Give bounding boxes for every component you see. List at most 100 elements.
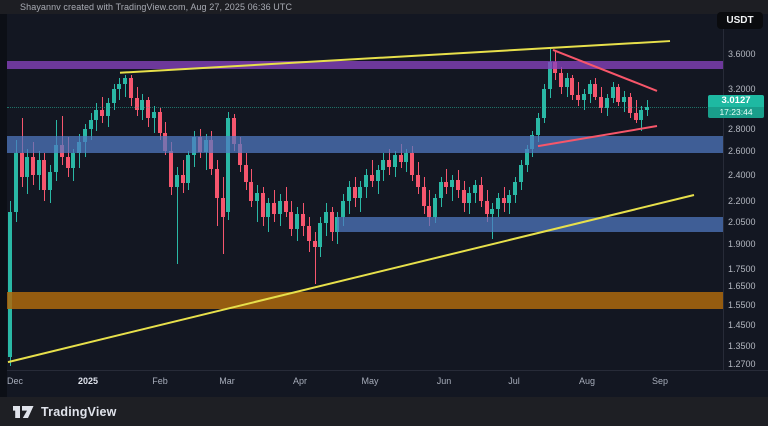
candle-wick (315, 231, 316, 285)
candle (376, 169, 380, 181)
candle (450, 179, 454, 188)
tradingview-logo[interactable]: TradingView (12, 402, 117, 422)
candle (611, 87, 615, 99)
candle (473, 184, 477, 193)
candle (112, 89, 116, 104)
candle (272, 203, 276, 215)
price-axis-border (723, 14, 724, 370)
candle (593, 84, 597, 97)
candle (48, 172, 52, 190)
trendline-red-lower (537, 125, 658, 148)
candle (244, 164, 248, 183)
candle (399, 155, 403, 163)
candle (135, 98, 139, 111)
candle (284, 200, 288, 212)
trendline-yellow-upper (119, 40, 671, 74)
candle-wick (372, 160, 373, 188)
candle-wick (102, 96, 103, 124)
zone-blue-lower-support (337, 217, 723, 232)
symbol-badge: USDT (717, 12, 763, 29)
attribution-text: Shayannv created with TradingView.com, A… (20, 2, 293, 12)
candle (129, 78, 133, 99)
candle (341, 200, 345, 218)
candle (502, 197, 506, 204)
candle (634, 113, 638, 121)
candle (490, 208, 494, 215)
candle (422, 187, 426, 206)
candle (255, 192, 259, 201)
candle (628, 96, 632, 114)
candle (221, 197, 225, 218)
candle (249, 182, 253, 201)
candle (232, 118, 236, 145)
candle (83, 128, 87, 142)
candle (175, 174, 179, 188)
trendline-red-upper (552, 48, 658, 92)
candle (462, 189, 466, 204)
candle (588, 84, 592, 94)
candle-wick (177, 167, 178, 264)
candle (152, 112, 156, 119)
candle (117, 83, 121, 90)
candle (54, 145, 58, 173)
candle (570, 78, 574, 95)
candle (393, 155, 397, 168)
current-price-badge: 3.0127 17:23:44 (708, 95, 764, 119)
candle (559, 72, 563, 88)
candle (307, 225, 311, 242)
candle (467, 192, 471, 204)
left-margin (0, 14, 7, 397)
candle (576, 94, 580, 101)
candle (215, 168, 219, 198)
candle-wick (446, 168, 447, 194)
candle (496, 197, 500, 209)
candle-wick (636, 100, 637, 124)
candle (364, 174, 368, 188)
candle (94, 110, 98, 121)
candle (158, 112, 162, 134)
candle (289, 211, 293, 229)
candle (181, 174, 185, 184)
candle (140, 100, 144, 111)
candle (536, 118, 540, 136)
candle-wick (125, 74, 126, 97)
candle-wick (119, 78, 120, 101)
candle (513, 182, 517, 196)
candle (622, 96, 626, 103)
candle (66, 156, 70, 169)
candle (347, 187, 351, 201)
candle (37, 160, 41, 175)
candle (313, 241, 317, 248)
candle (318, 222, 322, 248)
candle (565, 78, 569, 88)
candle (146, 100, 150, 119)
candle (387, 160, 391, 168)
candle (14, 153, 18, 212)
candle (416, 174, 420, 188)
candle-wick (452, 174, 453, 201)
candle-wick (578, 81, 579, 107)
candle (71, 153, 75, 169)
candle (123, 78, 127, 84)
candle-wick (257, 184, 258, 222)
candle (169, 150, 173, 188)
zone-purple-resistance (7, 60, 723, 70)
candle (639, 110, 643, 121)
candle (8, 211, 12, 358)
current-price-value: 3.0127 (721, 95, 751, 107)
trendline-yellow-lower (7, 194, 695, 364)
candle (238, 144, 242, 165)
candle (261, 192, 265, 218)
candle (599, 96, 603, 109)
tradingview-logo-icon (13, 405, 34, 418)
candle (278, 200, 282, 215)
candle (31, 156, 35, 175)
time-axis-border (0, 370, 768, 371)
candle (456, 179, 460, 190)
candle (381, 160, 385, 170)
candle (353, 187, 357, 198)
candle (226, 118, 230, 212)
candle (295, 214, 299, 229)
